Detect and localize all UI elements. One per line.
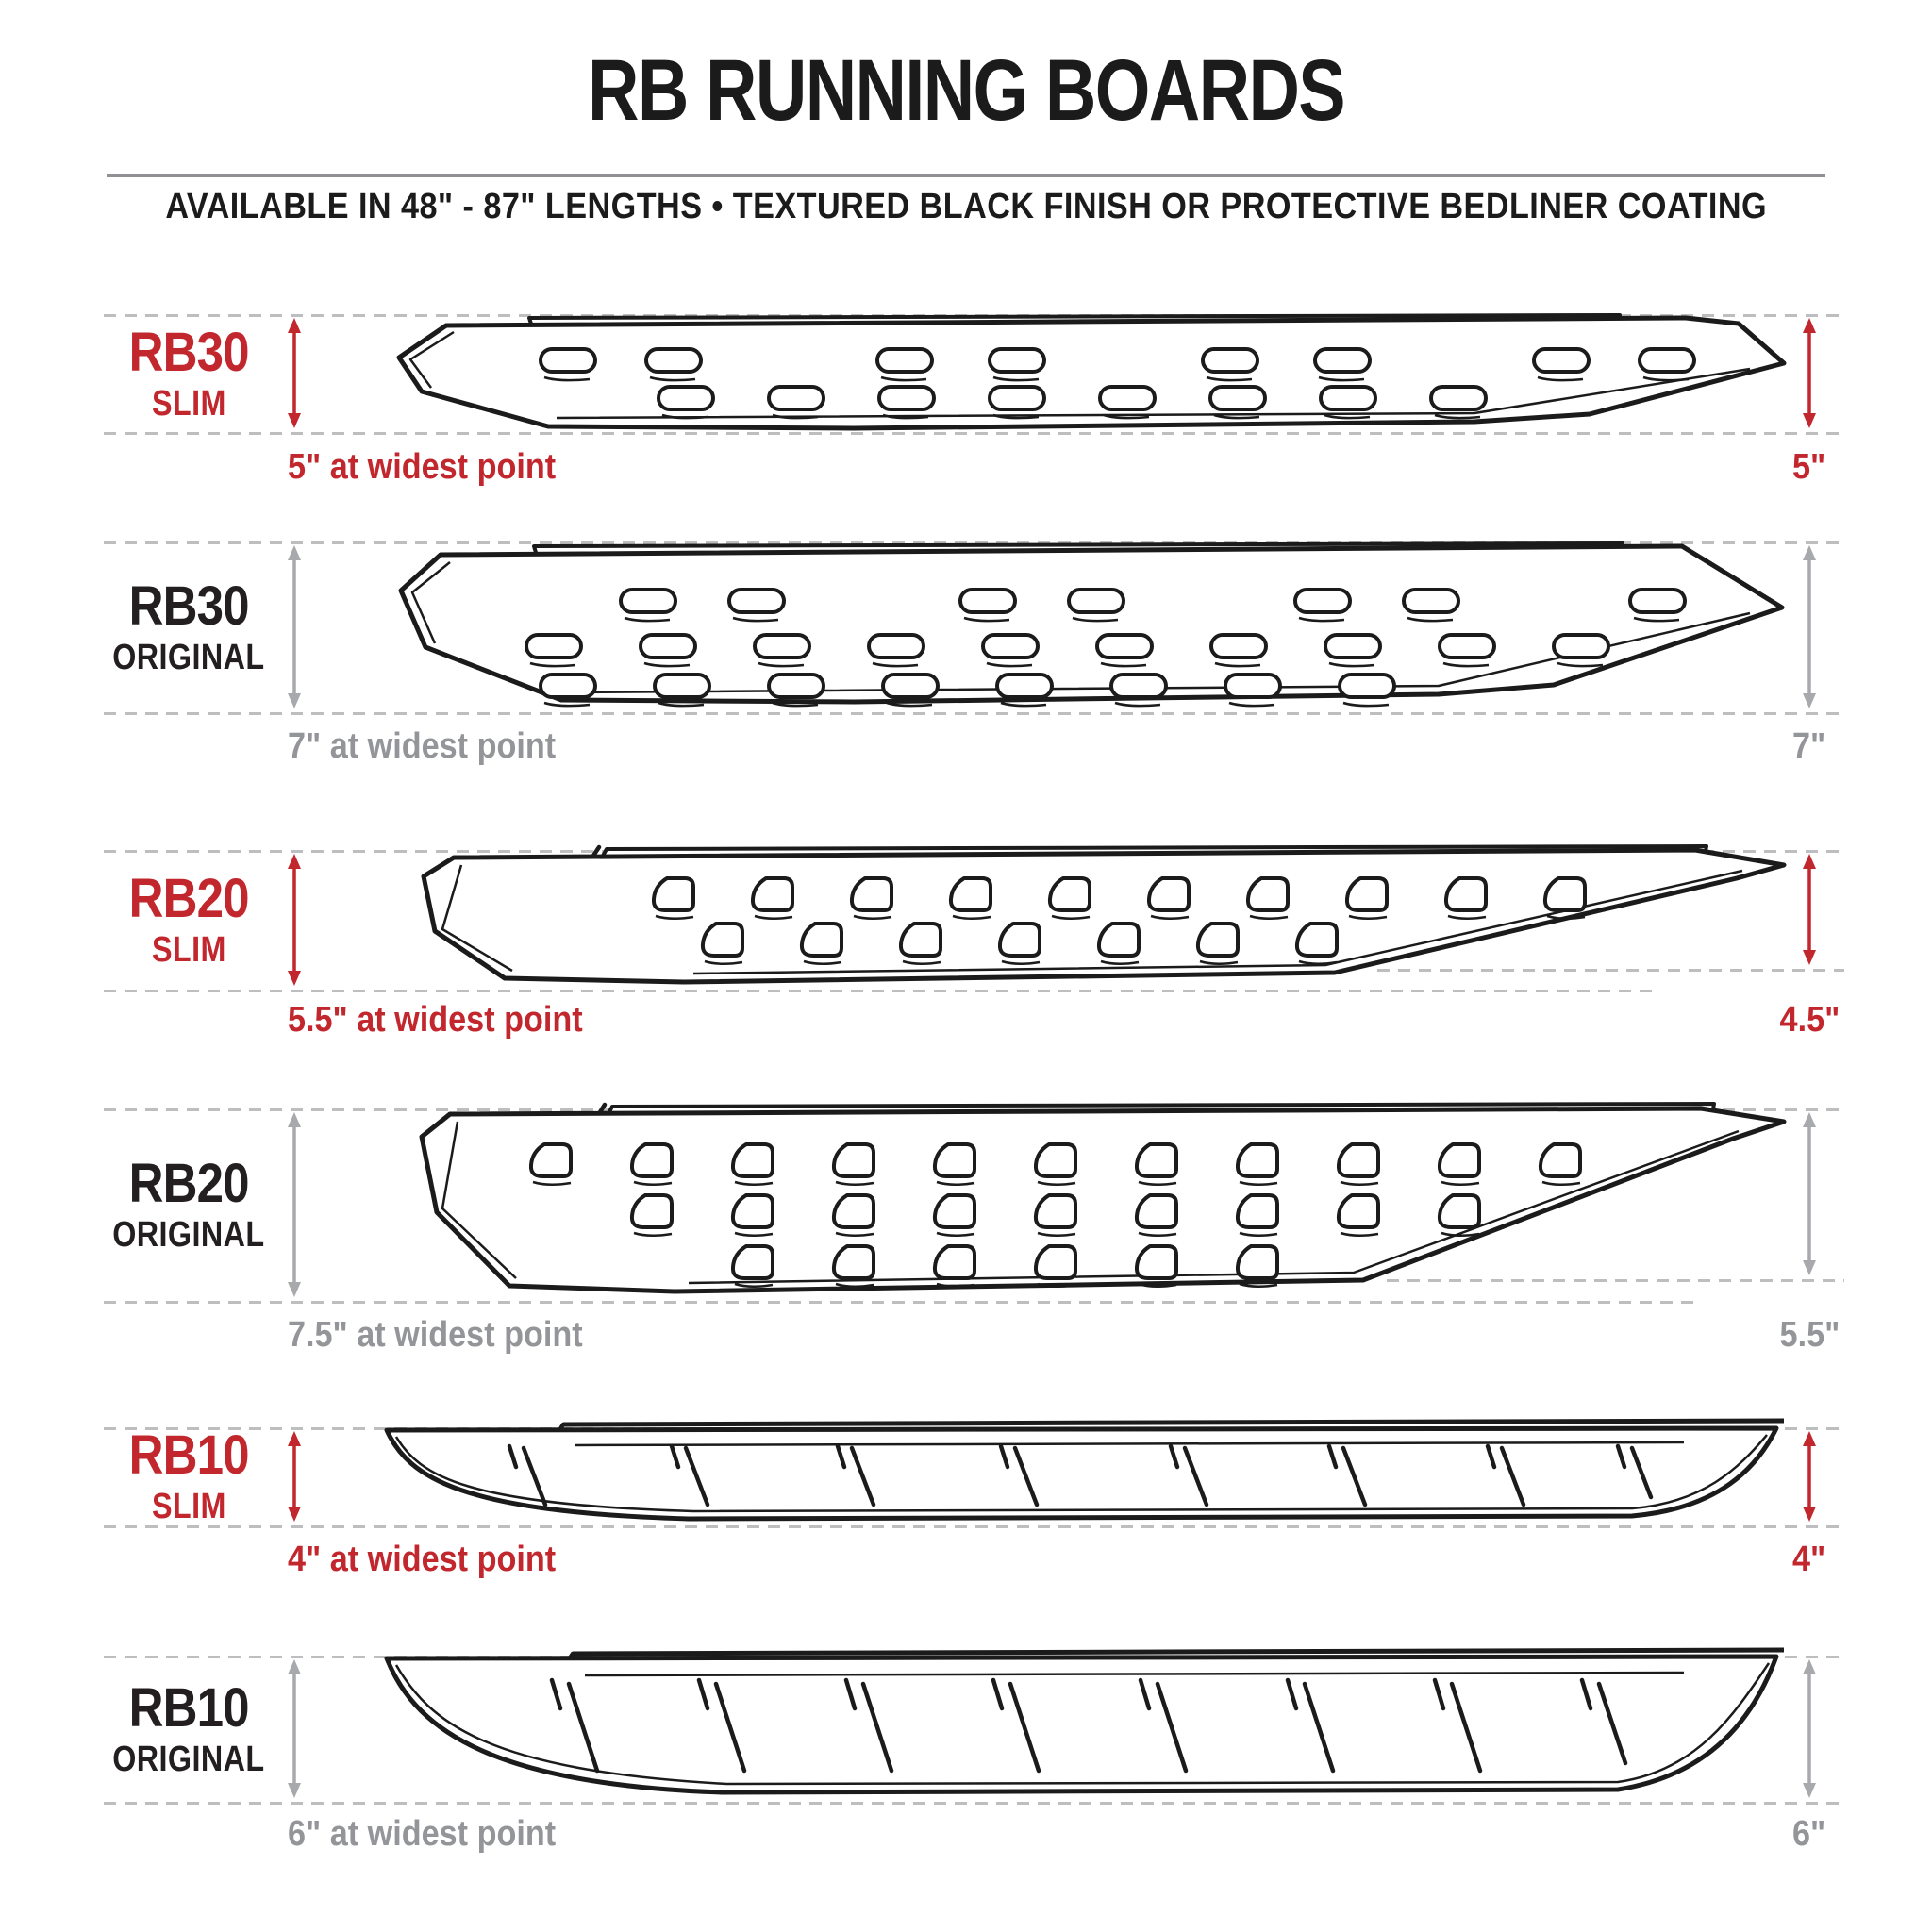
row-label: RB30 ORIGINAL (112, 575, 265, 677)
dimension-arrow-icon (288, 854, 301, 986)
height-value: 7" (1792, 726, 1826, 766)
board-illustration-rb20-slim (421, 844, 1787, 985)
dimension-arrow-icon (288, 1112, 301, 1297)
dimension-dashed-line (1377, 969, 1844, 972)
board-illustration-rb30-original (398, 541, 1785, 708)
board-illustration-rb30-slim (396, 313, 1787, 431)
dimension-dashed-line (104, 712, 1844, 715)
board-illustration-rb10-original (384, 1647, 1785, 1795)
row-label: RB20 ORIGINAL (112, 1153, 265, 1255)
page-title: RB RUNNING BOARDS (588, 42, 1346, 139)
page-subtitle: AVAILABLE IN 48" - 87" LENGTHS • TEXTURE… (165, 187, 1767, 226)
dimension-dashed-line (1387, 1279, 1844, 1282)
width-note: 5" at widest point (288, 447, 557, 487)
dimension-dashed-line (104, 541, 1844, 544)
title-divider (107, 174, 1825, 177)
dimension-dashed-line (104, 1525, 1844, 1528)
height-value: 4" (1792, 1540, 1826, 1579)
row-label: RB10 SLIM (128, 1424, 250, 1526)
row-label: RB10 ORIGINAL (112, 1676, 265, 1779)
width-note: 7.5" at widest point (288, 1315, 583, 1355)
dimension-arrow-icon (1803, 1431, 1816, 1522)
board-illustration-rb20-original (419, 1102, 1787, 1294)
dimension-dashed-line (104, 1802, 1844, 1805)
dimension-dashed-line (104, 990, 1660, 992)
width-note: 6" at widest point (288, 1814, 557, 1854)
dimension-arrow-icon (1803, 545, 1816, 708)
dimension-arrow-icon (288, 318, 301, 428)
dimension-arrow-icon (288, 1431, 301, 1522)
dimension-arrow-icon (288, 545, 301, 708)
row-label: RB20 SLIM (128, 868, 250, 970)
width-note: 4" at widest point (288, 1540, 557, 1579)
dimension-dashed-line (104, 432, 1844, 435)
dimension-arrow-icon (1803, 1659, 1816, 1798)
dimension-dashed-line (104, 1301, 1698, 1304)
dimension-arrow-icon (288, 1659, 301, 1798)
row-label: RB30 SLIM (128, 321, 250, 424)
board-illustration-rb10-slim (384, 1418, 1785, 1522)
dimension-arrow-icon (1803, 318, 1816, 428)
height-value: 4.5" (1779, 1000, 1840, 1040)
dimension-arrow-icon (1803, 1112, 1816, 1275)
dimension-arrow-icon (1803, 854, 1816, 965)
width-note: 5.5" at widest point (288, 1000, 583, 1040)
height-value: 5.5" (1779, 1315, 1840, 1355)
height-value: 6" (1792, 1814, 1826, 1854)
width-note: 7" at widest point (288, 726, 557, 766)
height-value: 5" (1792, 447, 1826, 487)
